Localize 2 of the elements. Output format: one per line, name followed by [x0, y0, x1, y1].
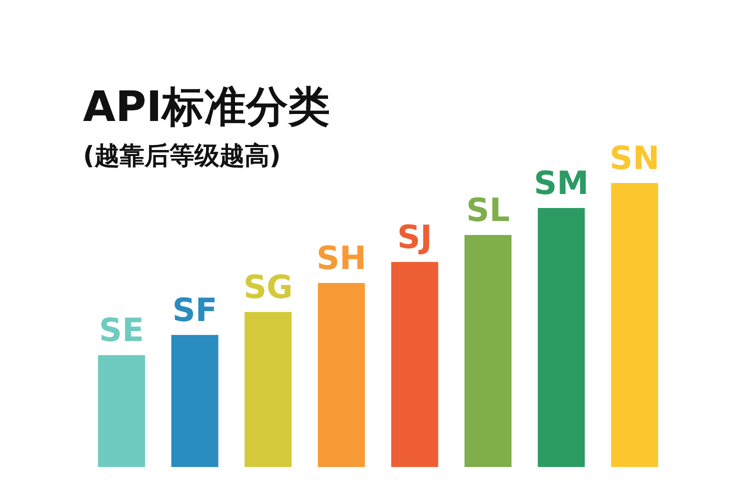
subtitle: (越靠后等级越高) — [83, 141, 281, 170]
title: API标准分类 — [83, 82, 330, 131]
